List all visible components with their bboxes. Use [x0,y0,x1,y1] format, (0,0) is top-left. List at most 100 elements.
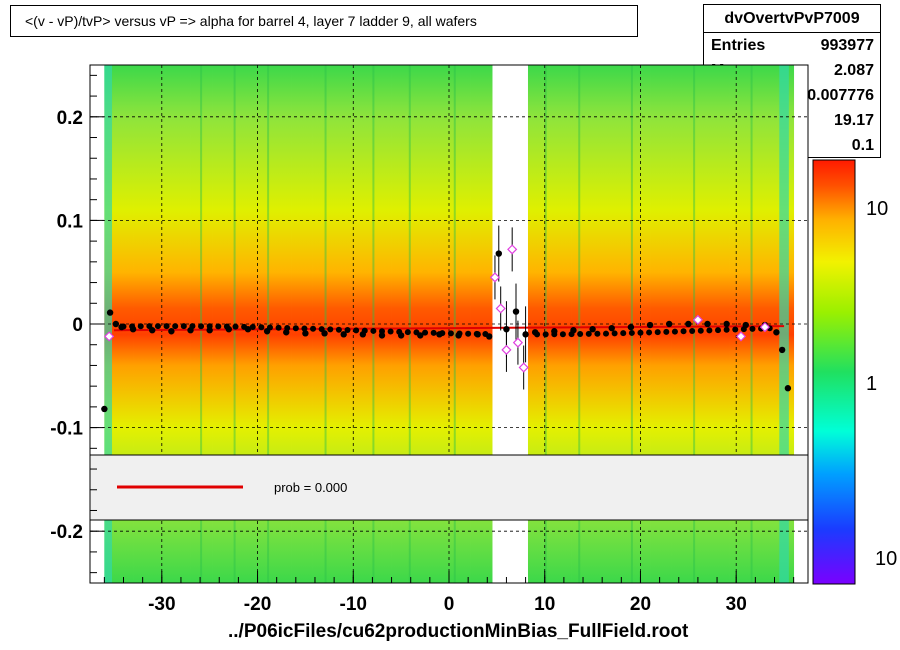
profile-dense-point [715,327,722,334]
profile-point-alt [735,331,747,342]
heatmap-column [527,65,536,583]
profile-dense-point [370,327,377,334]
profile-dense-point [542,331,549,338]
profile-dense-point [706,327,713,334]
source-file-label: ../P06icFiles/cu62productionMinBias_Full… [228,621,689,642]
stats-value: 19.17 [833,112,874,129]
heatmap-column [671,65,680,583]
color-scale-frame [812,159,856,585]
profile-dense-point [697,327,704,334]
heatmap-column [606,65,615,583]
profile-dense-point [637,329,644,336]
heatmap-column [283,65,292,583]
heatmap-column [391,65,400,583]
profile-dense-point [180,323,187,330]
profile-dense-point [292,325,299,332]
profile-point [149,327,156,334]
profile-point [118,323,125,331]
heatmap-column [305,65,313,583]
profile-point-alt [692,314,703,325]
profile-point [340,331,347,338]
x-tick-label: 0 [444,594,455,615]
color-scale: 10 1 10 [812,159,897,585]
color-scale-label-bottom: 10 [875,548,897,570]
y-tick-label: -0.2 [50,522,83,543]
profile-dense-point [671,328,678,335]
heatmap-column [714,65,723,583]
profile-point [302,330,309,337]
profile-dense-point [749,325,756,332]
profile-point [225,325,233,333]
profile-point [486,333,493,340]
heatmap-column [312,65,321,583]
profile-dense-point [310,325,317,332]
profile-dense-point [215,323,222,330]
profile-point [106,309,114,316]
profile-dense-point [628,329,635,336]
heatmap-column [168,65,177,583]
profile-point [436,331,443,338]
heatmap-column [757,65,766,583]
profile-dense-point [663,328,670,335]
profile-point [531,329,539,336]
heatmap-column [707,65,716,583]
plot-title: <(v - vP)/tvP> versus vP => alpha for ba… [10,5,638,37]
profile-point [522,331,529,338]
profile-dense-point [387,328,394,335]
profile-dense-point [585,330,592,337]
heatmap-column [563,65,572,583]
grid-lines [90,65,808,583]
profile-point [474,331,481,338]
profile-point [168,328,175,335]
profile-point [129,325,137,333]
heatmap-column [678,65,687,583]
heatmap-column [635,65,644,583]
profile-point [685,320,692,328]
profile-points [101,225,792,413]
profile-point [187,327,194,334]
heatmap-column [614,65,622,583]
heatmap-column [456,65,464,583]
stats-value: -0.007776 [801,87,874,104]
profile-dense-point [680,328,687,335]
profile-point [608,324,615,332]
profile-point [778,346,786,354]
heatmap-column [384,65,392,583]
profile-point [773,329,780,336]
profile-point-alt [501,344,512,355]
y-tick-label: 0.2 [57,108,83,129]
profile-dense-point [430,329,437,336]
profile-dense-point [654,329,661,336]
profile-dense-point [611,330,618,337]
profile-point [512,308,520,315]
profile-point [263,328,271,335]
x-tick-label: -20 [244,594,271,615]
heatmap-column [642,65,651,583]
heatmap-column [420,65,428,583]
profile-dense-point [646,329,653,336]
heatmap-column [341,65,349,583]
profile-dense-point [603,330,610,337]
profile-dense-point [249,324,256,331]
profile-dense-point [559,331,566,338]
heatmap-column [233,65,242,583]
profile-dense-point [258,324,265,331]
profile-point [112,320,120,328]
heatmap-edge-column [779,65,789,583]
y-tick-label: 0 [72,315,83,336]
stats-value: 993977 [820,37,874,54]
stats-value: 0.1 [851,137,874,154]
profile-dense-point [163,323,170,330]
profile-dense-point [232,323,239,330]
y-tick-label: 0.1 [57,211,84,232]
profile-point-alt [507,244,518,255]
profile-point [646,321,654,329]
profile-point [784,385,792,392]
profile-dense-point [465,330,472,337]
heatmap-column [276,65,285,583]
profile-point [455,332,462,339]
profile-dense-point [422,329,429,336]
heatmap-column [348,65,357,583]
stats-histogram-name: dvOvertvPvP7009 [704,5,880,33]
